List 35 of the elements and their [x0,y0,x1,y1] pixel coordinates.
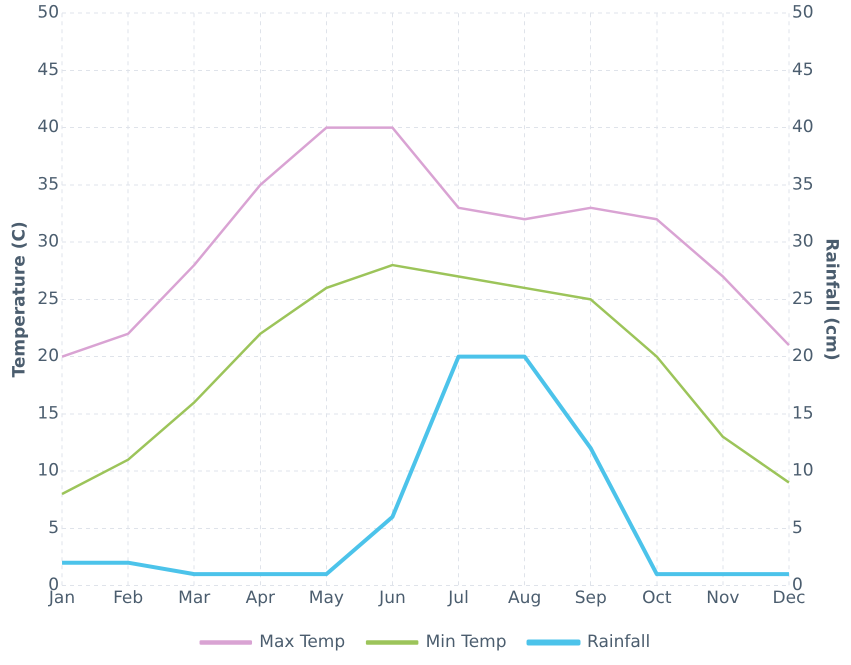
y-tick-label: 25 [37,288,60,309]
y-tick-label: 10 [37,460,60,481]
x-tick-label: Feb [113,588,144,608]
legend-label: Rainfall [587,632,650,652]
y-axis-title: Temperature (C) [10,221,30,378]
y2-tick-label: 30 [792,232,814,252]
x-tick-label: Oct [642,588,672,608]
y2-tick-label: 15 [792,403,814,424]
y2-tick-label: 35 [792,174,814,194]
y-tick-label: 45 [37,60,60,80]
y2-tick-label: 20 [792,346,814,366]
legend-label: Max Temp [259,632,346,652]
y2-tick-label: 50 [792,2,814,23]
x-tick-label: Aug [508,588,542,608]
y2-tick-label: 40 [792,117,814,138]
y-tick-label: 30 [37,232,60,252]
y-tick-label: 5 [48,518,60,538]
y2-tick-label: 25 [792,288,814,309]
y2-axis-title: Rainfall (cm) [821,238,842,361]
y2-tick-label: 10 [792,460,814,481]
x-tick-label: Jun [378,588,406,608]
x-tick-label: Jul [447,588,469,608]
x-tick-label: Nov [706,588,740,608]
x-tick-label: Mar [178,588,210,608]
x-tick-label: Apr [246,588,275,608]
y2-tick-label: 5 [792,518,803,538]
y-tick-label: 35 [37,174,60,194]
x-tick-label: Sep [574,588,607,608]
y-tick-label: 20 [37,346,60,366]
y-tick-label: 40 [37,117,60,138]
y-tick-label: 15 [37,403,60,424]
y-tick-label: 50 [37,2,60,23]
x-tick-label: May [308,588,344,608]
y2-tick-label: 45 [792,60,814,80]
legend-label: Min Temp [426,632,507,652]
